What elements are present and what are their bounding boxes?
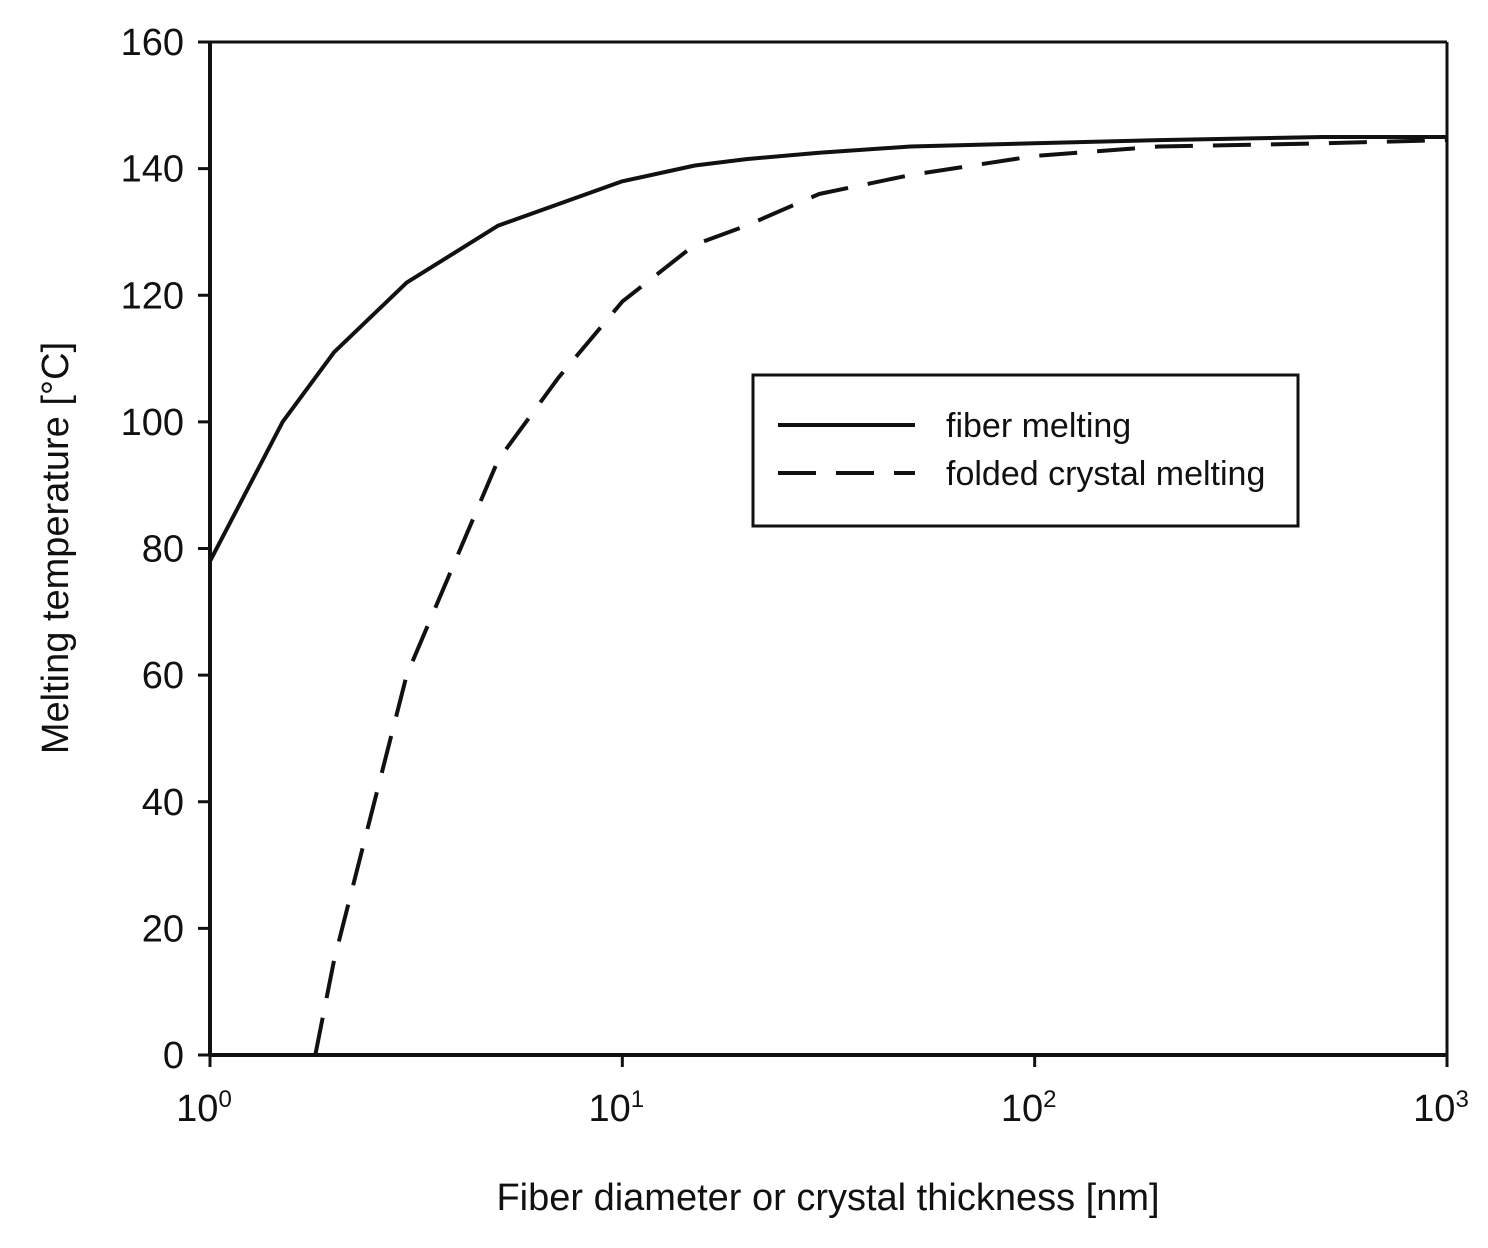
x-tick-label-base: 10 bbox=[1413, 1088, 1455, 1130]
y-tick-label: 80 bbox=[142, 529, 184, 571]
y-tick-label: 40 bbox=[142, 782, 184, 824]
y-axis-title: Melting temperature [°C] bbox=[35, 342, 77, 754]
x-tick-label: 101 bbox=[589, 1086, 645, 1130]
y-tick-label: 100 bbox=[121, 402, 184, 444]
legend-box bbox=[751, 373, 1300, 528]
x-tick-label-exponent: 3 bbox=[1455, 1086, 1468, 1113]
y-tick-label: 20 bbox=[142, 908, 184, 950]
series-lines bbox=[208, 135, 1448, 1056]
y-tick-label: 120 bbox=[121, 275, 184, 317]
x-axis-title: Fiber diameter or crystal thickness [nm] bbox=[496, 1177, 1159, 1219]
series-line-2 bbox=[313, 138, 1448, 1056]
x-tick-label-base: 10 bbox=[176, 1088, 218, 1130]
y-tick-label: 160 bbox=[121, 22, 184, 64]
legend-label-2: folded crystal melting bbox=[946, 455, 1265, 493]
y-tick-label: 0 bbox=[163, 1035, 184, 1077]
y-tick-label: 140 bbox=[121, 149, 184, 191]
legend: fiber melting folded crystal melting bbox=[751, 373, 1300, 528]
x-tick-label: 100 bbox=[176, 1086, 232, 1130]
x-tick-label: 103 bbox=[1413, 1086, 1469, 1130]
x-tick-label-exponent: 0 bbox=[218, 1086, 231, 1113]
x-tick-label-base: 10 bbox=[589, 1088, 631, 1130]
x-tick-label: 102 bbox=[1001, 1086, 1057, 1130]
x-tick-label-exponent: 1 bbox=[631, 1086, 644, 1113]
x-tick-label-base: 10 bbox=[1001, 1088, 1043, 1130]
legend-label-1: fiber melting bbox=[946, 407, 1131, 445]
y-tick-label: 60 bbox=[142, 655, 184, 697]
series-line-1 bbox=[208, 135, 1447, 563]
x-tick-label-exponent: 2 bbox=[1043, 1086, 1056, 1113]
